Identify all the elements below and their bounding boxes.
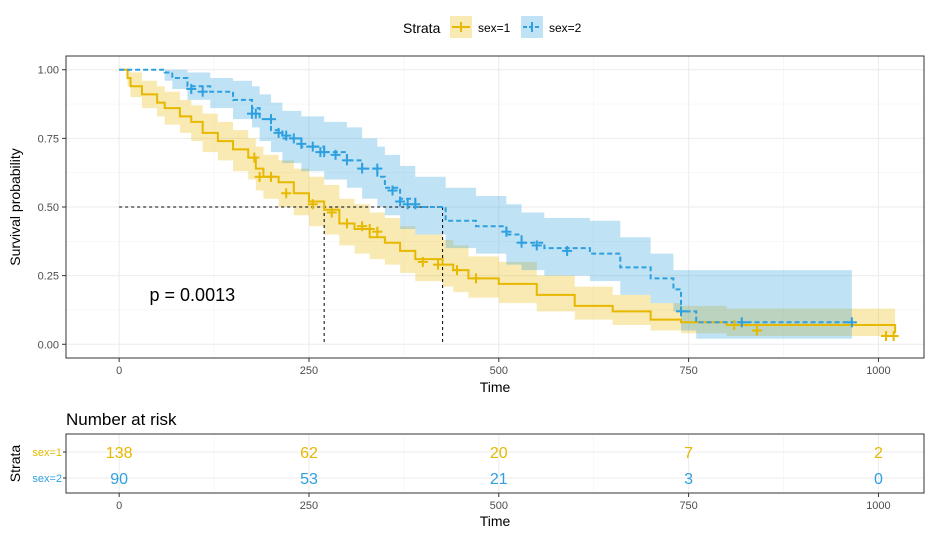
risk-x-tick-label: 1000 [866, 500, 890, 512]
median-lines [119, 206, 444, 345]
risk-table-panel: Number at risk 138 62 20 7 290 53 21 3 0 sex=1se… [7, 410, 925, 529]
censor-mark-sex2 [288, 133, 299, 144]
x-tick-label: 0 [116, 365, 122, 377]
risk-value-sex1: 2 [874, 445, 883, 462]
censor-mark-sex1 [364, 223, 375, 234]
legend-label-sex2: sex=2 [549, 21, 582, 35]
risk-value-sex1: 20 [490, 445, 508, 462]
y-tick-label: 0.25 [38, 271, 59, 283]
censor-mark-sex2 [501, 226, 512, 237]
survival-curve-sex1 [119, 68, 897, 334]
censor-mark-sex2 [281, 130, 292, 141]
x-tick-label: 500 [490, 365, 508, 377]
censor-mark-sex2 [330, 149, 341, 160]
censor-mark-sex2 [676, 306, 687, 317]
censor-mark-sex2 [562, 245, 573, 256]
risk-x-tick-label: 250 [300, 500, 318, 512]
x-tick-label: 250 [300, 365, 318, 377]
grid [66, 56, 924, 358]
x-axis-title: Time [480, 379, 511, 395]
confidence-bands [119, 69, 896, 342]
censor-mark-sex1 [326, 207, 337, 218]
censor-mark-sex1 [307, 199, 318, 210]
risk-value-sex2: 0 [874, 471, 883, 488]
censor-mark-sex1 [357, 221, 368, 232]
y-axis-title: Survival probability [7, 148, 23, 266]
risk-x-tick-label: 0 [116, 500, 122, 512]
censor-mark-sex2 [266, 114, 277, 125]
censor-mark-sex2 [387, 185, 398, 196]
censor-mark-sex1 [471, 273, 482, 284]
censor-mark-sex2 [273, 127, 284, 138]
risk-value-sex1: 7 [684, 445, 693, 462]
risk-table-title: Number at risk [66, 410, 177, 429]
censor-mark-sex1 [452, 265, 463, 276]
censor-mark-sex1 [888, 331, 899, 342]
risk-x-tick-label: 750 [679, 500, 697, 512]
censor-mark-sex1 [372, 226, 383, 237]
y-tick-label: 1.00 [38, 65, 59, 77]
censor-mark-sex1 [266, 171, 277, 182]
legend: Strata sex=1 sex=2 [403, 16, 582, 38]
censor-mark-sex2 [410, 199, 421, 210]
risk-value-sex2: 3 [684, 471, 693, 488]
censor-mark-sex1 [417, 256, 428, 267]
censor-mark-sex1 [341, 218, 352, 229]
risk-values: 138 62 20 7 2 90 53 21 3 0 [106, 445, 883, 488]
censor-mark-sex2 [736, 317, 747, 328]
legend-label-sex1: sex=1 [478, 21, 511, 35]
risk-row-label-sex1: sex=1 [32, 447, 62, 459]
censor-mark-sex2 [197, 86, 208, 97]
survival-curve-sex2 [119, 68, 852, 324]
risk-value-sex2: 21 [490, 471, 508, 488]
y-tick-label: 0.75 [38, 133, 59, 145]
p-value-annotation: p = 0.0013 [150, 285, 236, 305]
x-tick-label: 750 [679, 365, 697, 377]
censor-mark-sex1 [254, 171, 265, 182]
risk-row-label-sex2: sex=2 [32, 473, 62, 485]
risk-y-axis-title: Strata [7, 445, 23, 483]
survival-curves [119, 68, 897, 334]
censor-mark-sex1 [729, 320, 740, 331]
legend-key-sex1 [450, 16, 472, 38]
risk-row-labels: sex=1 sex=2 [32, 447, 66, 485]
legend-title: Strata [403, 20, 441, 36]
risk-value-sex1: 138 [106, 445, 133, 462]
survival-plot-panel: p = 0.0013 0 250 500 750 1000 0.000.250.500.… [7, 55, 925, 395]
risk-value-sex2: 90 [110, 471, 128, 488]
risk-grid [66, 434, 924, 493]
censor-mark-sex1 [751, 325, 762, 336]
censor-mark-sex2 [531, 240, 542, 251]
censor-mark-sex1 [281, 188, 292, 199]
x-axis-ticks: 0 250 500 750 1000 [116, 358, 891, 377]
y-tick-label: 0.50 [38, 202, 59, 214]
censor-mark-sex2 [319, 147, 330, 158]
censor-mark-sex2 [296, 138, 307, 149]
risk-x-tick-label: 500 [490, 500, 508, 512]
censor-mark-sex2 [372, 163, 383, 174]
risk-value-sex2: 53 [300, 471, 318, 488]
censor-mark-sex2 [341, 155, 352, 166]
risk-x-axis-title: Time [480, 513, 511, 529]
legend-key-sex2 [521, 16, 543, 38]
censor-mark-sex2 [516, 237, 527, 248]
risk-x-axis-ticks: 0 250 500 750 1000 [116, 493, 891, 512]
x-tick-label: 1000 [866, 365, 890, 377]
censor-mark-sex2 [250, 108, 261, 119]
censor-mark-sex2 [395, 196, 406, 207]
censor-mark-sex2 [307, 141, 318, 152]
censor-marks [186, 83, 899, 342]
y-axis-ticks: 0.00 0.25 0.50 0.75 1.00 [38, 65, 66, 351]
censor-mark-sex2 [846, 317, 857, 328]
censor-mark-sex1 [433, 259, 444, 270]
confidence-band-sex2 [119, 69, 852, 339]
censor-mark-sex2 [357, 163, 368, 174]
risk-border [65, 433, 925, 494]
censor-mark-sex2 [186, 83, 197, 94]
confidence-band-sex1 [119, 69, 896, 342]
y-tick-label: 0.00 [38, 339, 59, 351]
risk-value-sex1: 62 [300, 445, 318, 462]
censor-mark-sex1 [249, 152, 260, 163]
